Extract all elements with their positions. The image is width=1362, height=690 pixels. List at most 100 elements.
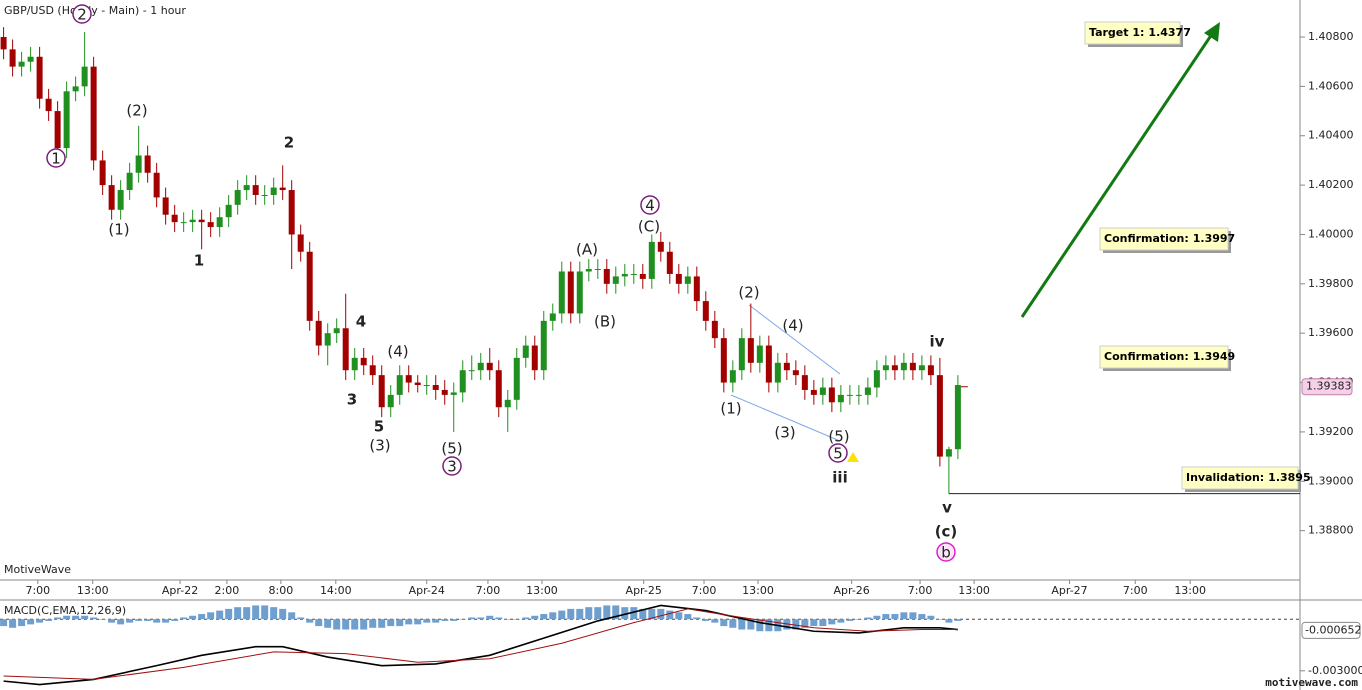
x-tick-label: 7:00 <box>908 584 933 597</box>
candle-body <box>45 98 52 112</box>
level-label: Confirmation: <box>1104 350 1189 363</box>
macd-bar <box>855 619 863 620</box>
candle-body <box>342 328 349 371</box>
wave-label: (2) <box>126 102 147 120</box>
candle-body <box>405 375 412 383</box>
candle-body <box>486 362 493 371</box>
macd-bar <box>666 610 674 620</box>
macd-bar <box>648 608 656 620</box>
candle-body <box>522 345 529 358</box>
candle-body <box>558 271 565 314</box>
wave-label: 5 <box>833 445 843 463</box>
macd-bar <box>918 614 926 620</box>
candle-body <box>36 56 43 99</box>
candle-body <box>918 365 925 371</box>
macd-bar <box>180 617 188 620</box>
candle-body <box>495 370 502 408</box>
candle-body <box>315 320 322 346</box>
y-tick-label: 1.39600 <box>1308 326 1354 339</box>
candle-body <box>117 190 124 210</box>
candle-body <box>378 375 385 408</box>
macd-bar <box>495 617 503 620</box>
macd-bar <box>225 608 233 620</box>
macd-bar <box>243 607 251 620</box>
candle-body <box>837 394 844 403</box>
candle-body <box>801 375 808 390</box>
candle-body <box>675 273 682 284</box>
x-tick-label: Apr-25 <box>626 584 662 597</box>
candle-body <box>198 219 205 223</box>
candle-body <box>135 155 142 173</box>
candle-body <box>729 370 736 383</box>
x-tick-label: Apr-27 <box>1051 584 1087 597</box>
macd-bar <box>423 619 431 623</box>
macd-bar <box>486 615 494 620</box>
wave-label: 5 <box>374 418 384 436</box>
wave-circle <box>640 195 660 215</box>
candle-body <box>216 217 223 228</box>
candle-body <box>162 197 169 215</box>
candle-body <box>477 362 484 371</box>
x-tick-label: 14:00 <box>320 584 352 597</box>
candle-body <box>720 338 727 383</box>
macd-bar <box>324 619 332 628</box>
candle-body <box>756 345 763 363</box>
watermark: MotiveWave <box>4 563 71 576</box>
macd-bar <box>81 615 89 620</box>
candle-body <box>324 333 331 346</box>
macd-bar <box>207 612 215 620</box>
candle-body <box>207 222 214 228</box>
macd-bar <box>936 619 944 620</box>
wedge-line <box>730 394 841 442</box>
candle-body <box>693 276 700 302</box>
candle-body <box>126 172 133 191</box>
macd-bar <box>504 619 512 620</box>
macd-bar <box>378 619 386 628</box>
candle-body <box>279 187 286 191</box>
candle-body <box>684 276 691 284</box>
x-tick-label: 13:00 <box>526 584 558 597</box>
candle-body <box>792 370 799 376</box>
macd-bar <box>657 608 665 620</box>
macd-bar <box>99 619 107 620</box>
wave-label: 3 <box>347 391 357 409</box>
macd-bar <box>126 619 134 623</box>
warning-icon <box>847 452 859 462</box>
macd-bar <box>864 617 872 620</box>
macd-bar <box>261 605 269 620</box>
candle-body <box>711 320 718 339</box>
candle-body <box>945 449 952 457</box>
macd-bar <box>747 619 755 630</box>
macd-bar <box>630 607 638 620</box>
candle-body <box>864 387 871 395</box>
candle-body <box>432 385 439 390</box>
macd-bar <box>576 608 584 620</box>
macd-bar <box>27 619 35 625</box>
x-tick-label: 13:00 <box>958 584 990 597</box>
level-value: 1.3895 <box>1268 471 1310 484</box>
candle-body <box>0 37 7 50</box>
level-box <box>1181 466 1299 490</box>
macd-bar <box>198 614 206 620</box>
x-tick-label: 13:00 <box>742 584 774 597</box>
candle-body <box>270 187 277 195</box>
wave-label: (3) <box>774 424 795 442</box>
candle-body <box>360 357 367 366</box>
y-tick-label: 1.40000 <box>1308 227 1354 240</box>
macd-bar <box>135 619 143 621</box>
candle-body <box>927 365 934 376</box>
macd-bar <box>153 619 161 623</box>
macd-bar <box>468 617 476 620</box>
macd-bar <box>252 605 260 620</box>
macd-bar <box>234 607 242 620</box>
candle-body <box>180 222 187 224</box>
macd-bar <box>945 619 953 623</box>
wave-label: 2 <box>284 134 294 152</box>
candle-body <box>612 276 619 284</box>
macd-bar <box>171 619 179 621</box>
macd-bar <box>459 619 467 620</box>
candle-body <box>72 86 79 92</box>
candle-body <box>441 389 448 395</box>
macd-bar <box>441 619 449 621</box>
